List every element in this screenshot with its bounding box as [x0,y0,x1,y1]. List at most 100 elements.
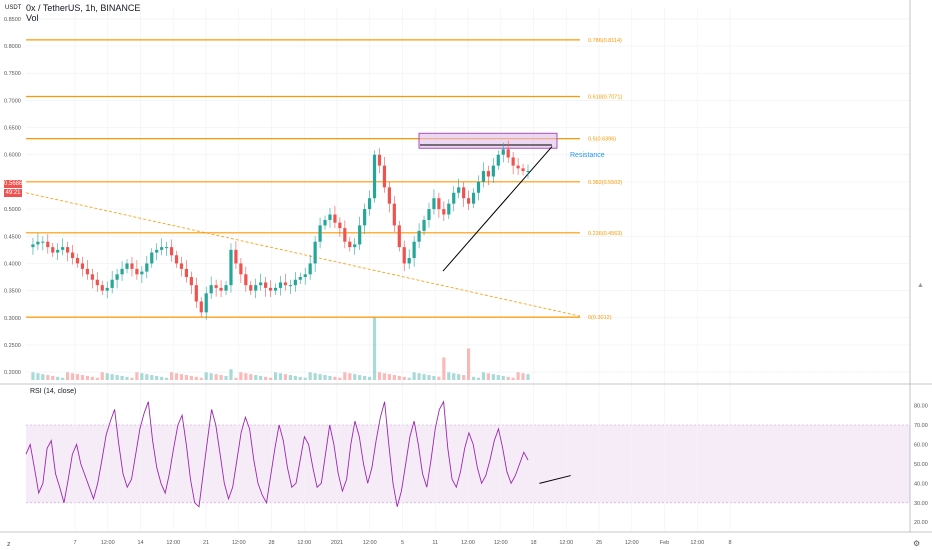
candle-body [199,301,203,313]
volume-bar [343,372,347,380]
volume-bar [184,375,189,380]
candle-body [288,285,292,287]
time-tick-label: 7 [73,540,76,546]
volume-bar [160,376,164,380]
candle-body [486,171,490,177]
z-icon[interactable]: z [7,541,11,548]
volume-bar [264,376,268,380]
volume-bar [110,374,114,380]
candle-body [90,274,94,280]
volume-bar [239,372,243,380]
volume-bar [36,373,40,380]
candle-body [61,247,65,250]
candle-body [70,252,75,258]
candle-body [427,209,431,220]
candle-body [244,274,248,286]
time-tick-label: 28 [268,540,274,546]
trendlines[interactable] [25,144,581,317]
time-tick-label: 12:00 [297,540,311,546]
fib-levels[interactable]: 0.786(0.8114) 0.618(0.7071) 0.5(0.6396) 0.3… [26,38,622,321]
volume-bar [70,373,75,380]
candle-body [130,263,134,269]
time-tick-label: 12:00 [690,540,704,546]
countdown-badge: 49:21 [4,189,22,197]
candle-body [412,241,416,258]
candle-body [452,192,456,204]
time-tick-label: 25 [596,540,602,546]
candle-body [264,282,268,288]
price-tick-label: 0.3000 [4,316,21,322]
candle-body [51,247,55,253]
volume-bar [353,374,357,380]
candle-body [377,154,382,166]
volume-bar [382,373,387,380]
volume-bar [224,375,228,380]
candle-body [229,249,233,286]
volume-bar [41,374,45,380]
volume-bar [150,375,154,380]
volume-bar [496,375,500,380]
volume-bar [174,373,179,380]
volume-bar [209,373,213,380]
volume-label: Vol [26,13,39,23]
time-tick-label: 12:00 [559,540,573,546]
candle-body [66,247,70,253]
price-badge: 0.5686 [4,180,23,188]
candle-body [466,198,471,204]
price-tick-label: 0.6500 [4,126,21,132]
candle-body [358,225,362,245]
volume-bar [95,377,99,380]
price-tick-label: 0.2500 [4,343,21,349]
candle-body [392,203,396,226]
candle-body [160,247,164,250]
volume-bar [462,375,466,380]
volume-bar [140,373,144,380]
volume-bar [486,373,490,380]
volume-bar [372,317,377,380]
candle-body [283,282,288,286]
time-tick-label: 12:00 [494,540,508,546]
settings-icon[interactable]: ⚙ [913,539,920,548]
time-tick-label: 11 [432,540,438,546]
volume-bar [169,372,174,380]
scroll-up-icon[interactable]: ▲ [917,282,924,289]
volume-bar [313,373,317,380]
volume-bar [447,372,451,380]
candle-body [169,247,174,256]
volume-bar [51,375,55,380]
time-tick-label: 2021 [331,540,343,546]
volume-bar [165,377,169,380]
volume-bar [293,375,297,380]
volume-bar [501,375,505,380]
fib-label: 0(0.3012) [588,315,612,321]
candle-body [155,249,159,253]
volume-bar [466,348,471,380]
volume-bar [268,377,273,380]
candle-body [140,271,144,275]
candle-body [75,258,80,264]
candle-body [105,287,109,291]
candle-body [219,287,223,291]
price-tick-label: 0.4500 [4,234,21,240]
volume-bar [189,375,193,380]
candle-body [491,165,495,177]
volume-bar [298,376,302,380]
candle-body [372,154,377,199]
fib-label: 0.786(0.8114) [588,38,622,44]
candle-body [254,285,258,291]
rsi-panel-label: RSI (14, close) [30,388,76,395]
volume-bar [367,376,372,380]
candle-body [125,263,129,269]
volume-bar [229,369,233,380]
candle-body [511,157,515,166]
candle-body [457,187,461,193]
volume-bar [283,374,288,380]
volume-bar [348,373,352,380]
volume-bar [194,376,198,380]
volume-bar [521,373,525,380]
candle-body [273,287,278,291]
candle-body [80,263,85,269]
candle-body [516,165,520,169]
volume-bar [130,377,134,380]
